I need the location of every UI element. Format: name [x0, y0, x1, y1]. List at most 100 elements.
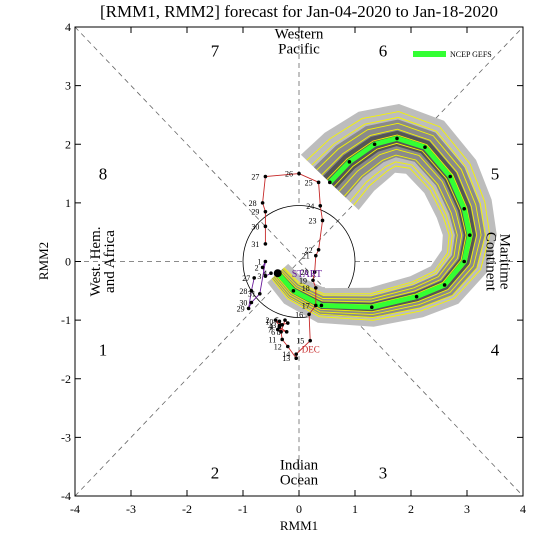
diagonal-divider [75, 27, 523, 496]
forecast-point [462, 259, 467, 264]
day-label: 27 [251, 172, 259, 181]
x-tick-label: -3 [126, 502, 136, 516]
x-tick-label: 4 [520, 502, 526, 516]
day-label: 22 [305, 246, 313, 255]
day-label: 16 [295, 310, 303, 319]
observed-dec-point [314, 303, 318, 308]
x-tick-label: 2 [408, 502, 414, 516]
forecast-point [370, 305, 374, 310]
phase-label-5: 5 [491, 165, 500, 184]
y-tick-label: 2 [65, 137, 71, 151]
region-maritime-line1: Maritime [497, 234, 513, 290]
forecast-point [468, 233, 472, 237]
ensemble-member [283, 165, 450, 295]
day-label: 3 [272, 321, 276, 330]
forecast-point [328, 180, 332, 185]
day-label: 2 [265, 316, 269, 325]
day-label: 17 [302, 301, 310, 310]
observed-jan-point [249, 300, 254, 305]
start-marker [273, 269, 282, 278]
phase-dividers [75, 27, 523, 496]
forecast-point [372, 142, 377, 147]
day-label: 21 [302, 252, 310, 261]
start-label: START [292, 269, 322, 280]
phase-label-1: 1 [99, 340, 108, 359]
day-label: 23 [309, 216, 317, 225]
observed-dec-point [263, 224, 268, 229]
y-tick-label: -4 [61, 489, 71, 503]
unit-circle [242, 205, 356, 318]
ensemble-member [279, 148, 463, 303]
x-tick-label: -4 [70, 502, 80, 516]
legend-label-ncep-gefs: NCEP GEFS [450, 50, 492, 59]
day-label: 20 [301, 268, 309, 277]
plume-inner-band [275, 130, 476, 312]
y-tick-label: 4 [65, 20, 71, 34]
forecast-point [448, 174, 453, 179]
day-label: 8 [277, 328, 281, 337]
region-indian-ocean-line2: Ocean [280, 472, 319, 488]
observed-jan-point [263, 274, 268, 278]
forecast-point [395, 136, 399, 141]
forecast-point [347, 160, 352, 164]
day-label: 18 [302, 284, 310, 293]
forecast-point [291, 289, 296, 293]
observed-dec-point [260, 201, 265, 205]
x-tick-label: -2 [182, 502, 192, 516]
observed-dec-point [320, 218, 325, 223]
observed-jan-point [252, 276, 256, 280]
ensemble-member [282, 161, 453, 297]
observed-dec-point [307, 312, 311, 317]
observed-dec-point [263, 174, 268, 179]
day-label: 5 [275, 316, 279, 325]
observed-jan-point [263, 259, 268, 264]
x-tick-label: 3 [464, 502, 470, 516]
observed-dec-point [294, 352, 299, 356]
phase-label-3: 3 [379, 464, 388, 483]
observed-jan-point [258, 291, 262, 296]
y-tick-label: 3 [65, 79, 71, 93]
day-label: 28 [249, 199, 257, 208]
phase-label-7: 7 [211, 41, 220, 60]
observed-dec-point [263, 242, 268, 246]
forecast-point [319, 303, 324, 308]
forecast-point [414, 294, 419, 299]
phase-label-8: 8 [99, 165, 108, 184]
observed-jan-point [249, 289, 254, 293]
chart-title: [RMM1, RMM2] forecast for Jan-04-2020 to… [100, 2, 498, 21]
legend: NCEP GEFS [413, 50, 492, 59]
forecast-point [423, 145, 427, 149]
observed-dec-point [314, 253, 318, 258]
day-label: 9 [269, 323, 273, 332]
day-label: 3 [257, 272, 261, 281]
region-maritime-line2: Continent [483, 232, 499, 292]
phase-label-4: 4 [491, 340, 500, 359]
observed-dec-point [277, 319, 282, 324]
observed-dec-point [316, 180, 321, 185]
observed-jan-point [269, 271, 273, 276]
observed-dec-point [297, 171, 301, 176]
observed-dec-point [316, 247, 321, 252]
observed-dec-point [273, 318, 278, 322]
day-label: 1 [257, 258, 261, 267]
y-tick-label: -2 [61, 372, 71, 386]
observed-dec-point [286, 344, 290, 349]
day-label: 11 [268, 335, 276, 344]
observed-dec-point [311, 278, 315, 283]
day-label: 28 [239, 287, 247, 296]
day-label: 31 [251, 240, 259, 249]
ensemble-member [272, 116, 486, 318]
y-tick-label: -1 [61, 313, 71, 327]
x-tick-label: 1 [352, 502, 358, 516]
forecast-plume [267, 104, 497, 327]
observed-dec-point [284, 330, 289, 334]
day-label: 26 [285, 170, 293, 179]
forecast-point [462, 206, 467, 211]
region-western-pacific-line1: Western [275, 27, 324, 43]
phase-label-2: 2 [211, 464, 220, 483]
region-west-hem-line2: and Africa [102, 230, 118, 293]
